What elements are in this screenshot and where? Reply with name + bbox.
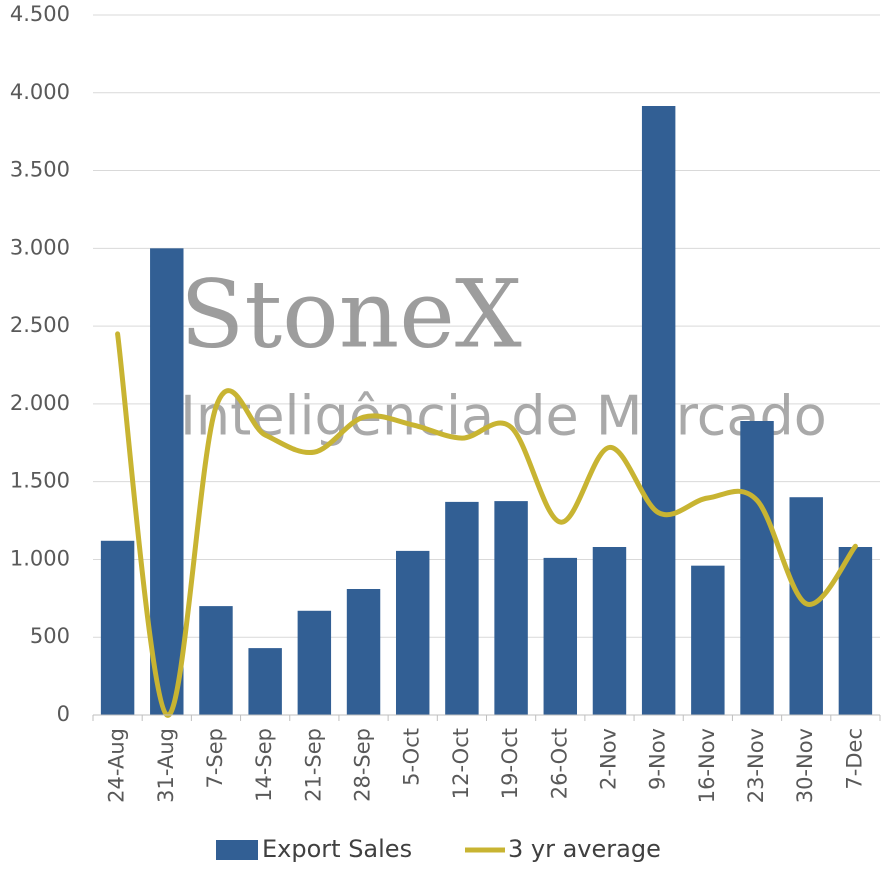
bar xyxy=(592,547,627,715)
y-tick-label: 3.000 xyxy=(10,235,70,259)
y-tick-label: 2.000 xyxy=(10,391,70,415)
bar xyxy=(740,421,774,715)
x-tick-label: 14-Sep xyxy=(252,728,276,802)
x-tick-label: 26-Oct xyxy=(547,728,571,799)
x-tick-label: 23-Nov xyxy=(744,728,768,803)
watermark-tagline: Inteligência de Mercado xyxy=(180,385,827,448)
x-tick-label: 28-Sep xyxy=(351,728,375,802)
bar xyxy=(641,106,676,715)
y-tick-label: 0 xyxy=(57,702,70,726)
x-tick-label: 12-Oct xyxy=(449,728,473,799)
x-tick-label: 9-Nov xyxy=(646,728,670,790)
bar xyxy=(199,606,233,715)
bar xyxy=(100,540,135,715)
y-tick-label: 4.500 xyxy=(10,2,70,26)
watermark-brand: StoneX xyxy=(180,260,522,369)
x-tick-label: 7-Sep xyxy=(203,728,227,789)
x-tick-label: 31-Aug xyxy=(154,728,178,803)
y-tick-label: 1.500 xyxy=(10,469,70,493)
x-tick-label: 5-Oct xyxy=(400,728,424,786)
bar xyxy=(838,547,873,715)
bar xyxy=(248,648,282,715)
x-tick-label: 30-Nov xyxy=(793,728,817,803)
y-tick-label: 3.500 xyxy=(10,158,70,182)
y-tick-label: 1.000 xyxy=(10,546,70,570)
bar xyxy=(543,557,578,715)
line xyxy=(115,331,858,718)
legend-swatch xyxy=(216,840,258,860)
bar xyxy=(395,550,430,715)
bar xyxy=(445,501,479,715)
x-tick-label: 7-Dec xyxy=(842,728,866,790)
bar xyxy=(297,610,332,715)
bar xyxy=(691,565,725,715)
y-tick-label: 2.500 xyxy=(10,313,70,337)
x-tick-label: 16-Nov xyxy=(695,728,719,803)
bar xyxy=(150,248,184,716)
x-tick-label: 24-Aug xyxy=(105,728,129,803)
bar xyxy=(346,589,381,715)
x-tick-label: 19-Oct xyxy=(498,728,522,799)
y-tick-label: 4.000 xyxy=(10,80,70,104)
x-tick-label: 21-Sep xyxy=(301,728,325,802)
legend-label: Export Sales xyxy=(262,835,412,863)
legend-label: 3 yr average xyxy=(508,835,661,863)
y-tick-label: 500 xyxy=(30,624,70,648)
x-tick-label: 2-Nov xyxy=(596,728,620,790)
bar xyxy=(494,501,528,715)
